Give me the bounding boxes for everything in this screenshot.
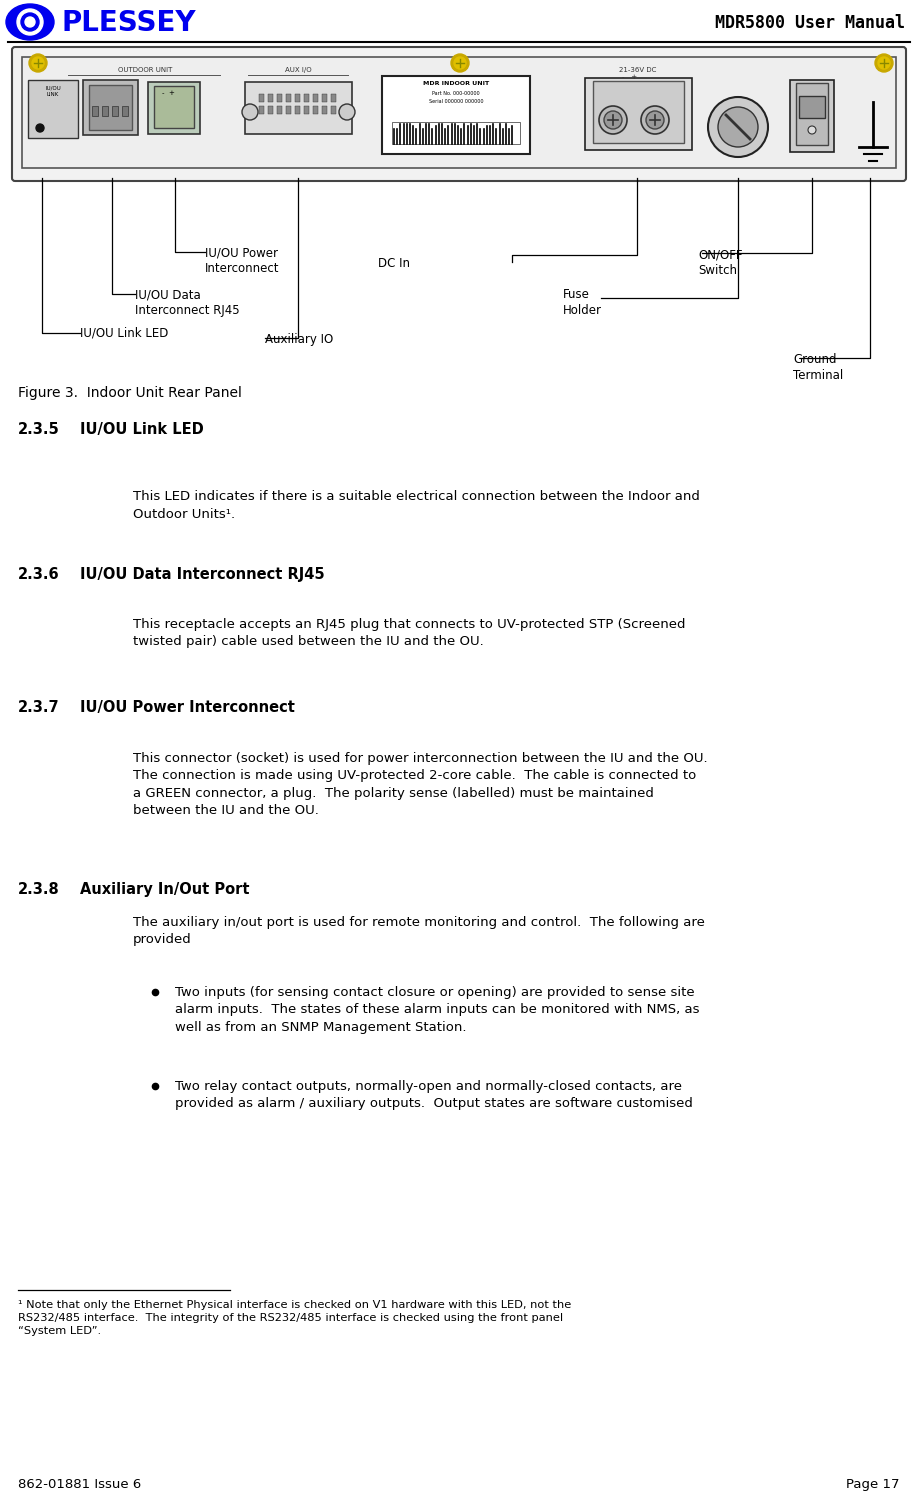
Text: 2.3.8: 2.3.8 xyxy=(18,882,60,897)
Bar xyxy=(286,106,291,114)
Bar xyxy=(585,78,692,150)
Circle shape xyxy=(708,97,768,157)
Circle shape xyxy=(339,105,355,120)
Bar xyxy=(28,81,78,138)
Text: DC In: DC In xyxy=(378,257,410,271)
Bar xyxy=(268,106,273,114)
Text: 862-01881 Issue 6: 862-01881 Issue 6 xyxy=(18,1479,141,1491)
Bar xyxy=(112,106,118,117)
Text: 2.3.5: 2.3.5 xyxy=(18,422,60,437)
Bar xyxy=(22,57,896,167)
Bar xyxy=(304,94,309,102)
Text: -  +: - + xyxy=(162,90,174,96)
Text: 2.3.7: 2.3.7 xyxy=(18,700,60,715)
Text: IU/OU Link LED: IU/OU Link LED xyxy=(80,422,204,437)
Text: Page 17: Page 17 xyxy=(846,1479,900,1491)
Circle shape xyxy=(808,126,816,135)
Text: Ground
Terminal: Ground Terminal xyxy=(793,353,844,383)
Bar xyxy=(83,81,138,135)
Bar xyxy=(790,81,834,152)
Circle shape xyxy=(599,106,627,135)
Bar xyxy=(331,94,336,102)
Circle shape xyxy=(29,54,47,72)
Bar xyxy=(392,123,520,144)
Text: LINK: LINK xyxy=(47,93,59,97)
Text: Two relay contact outputs, normally-open and normally-closed contacts, are
provi: Two relay contact outputs, normally-open… xyxy=(175,1079,693,1111)
Bar xyxy=(382,76,530,154)
Circle shape xyxy=(242,105,258,120)
Text: IU/OU Data Interconnect RJ45: IU/OU Data Interconnect RJ45 xyxy=(80,567,325,582)
Circle shape xyxy=(878,57,890,69)
Text: MDR INDOOR UNIT: MDR INDOOR UNIT xyxy=(423,81,489,87)
Bar xyxy=(259,106,264,114)
Circle shape xyxy=(25,16,35,27)
Bar xyxy=(286,94,291,102)
Text: MDR5800 User Manual: MDR5800 User Manual xyxy=(715,13,905,31)
Circle shape xyxy=(718,108,758,147)
Text: PLESSEY: PLESSEY xyxy=(62,9,196,37)
Circle shape xyxy=(641,106,669,135)
Text: Fuse
Holder: Fuse Holder xyxy=(563,289,602,317)
Bar xyxy=(796,84,828,145)
Text: This connector (socket) is used for power interconnection between the IU and the: This connector (socket) is used for powe… xyxy=(133,752,708,818)
Bar xyxy=(322,106,327,114)
Bar xyxy=(799,96,825,118)
Text: The auxiliary in/out port is used for remote monitoring and control.  The follow: The auxiliary in/out port is used for re… xyxy=(133,916,705,946)
Text: Part No. 000-00000: Part No. 000-00000 xyxy=(432,91,480,96)
Text: ¹ Note that only the Ethernet Physical interface is checked on V1 hardware with : ¹ Note that only the Ethernet Physical i… xyxy=(18,1301,571,1337)
Bar xyxy=(92,106,98,117)
Bar xyxy=(295,94,300,102)
Bar xyxy=(322,94,327,102)
Text: 2.3.6: 2.3.6 xyxy=(18,567,60,582)
Text: 21-36V DC: 21-36V DC xyxy=(620,67,656,73)
Text: AUX I/O: AUX I/O xyxy=(285,67,311,73)
Circle shape xyxy=(875,54,893,72)
Bar xyxy=(313,94,318,102)
Text: This LED indicates if there is a suitable electrical connection between the Indo: This LED indicates if there is a suitabl… xyxy=(133,490,700,520)
FancyBboxPatch shape xyxy=(12,46,906,181)
Circle shape xyxy=(451,54,469,72)
Text: Two inputs (for sensing contact closure or opening) are provided to sense site
a: Two inputs (for sensing contact closure … xyxy=(175,987,700,1035)
Circle shape xyxy=(646,111,664,129)
Bar xyxy=(277,94,282,102)
Text: IU/OU Data
Interconnect RJ45: IU/OU Data Interconnect RJ45 xyxy=(135,289,240,317)
Bar xyxy=(295,106,300,114)
Circle shape xyxy=(36,124,44,132)
Bar xyxy=(313,106,318,114)
Bar xyxy=(245,82,352,135)
Text: Auxiliary IO: Auxiliary IO xyxy=(265,333,333,345)
Text: IU/OU Power Interconnect: IU/OU Power Interconnect xyxy=(80,700,295,715)
Bar xyxy=(304,106,309,114)
Text: Figure 3.  Indoor Unit Rear Panel: Figure 3. Indoor Unit Rear Panel xyxy=(18,386,241,401)
Text: -   +: - + xyxy=(622,73,638,81)
Bar xyxy=(259,94,264,102)
Bar xyxy=(331,106,336,114)
Circle shape xyxy=(21,13,39,31)
Bar xyxy=(102,106,108,117)
Circle shape xyxy=(32,57,44,69)
Text: ON/OFF
Switch: ON/OFF Switch xyxy=(698,248,743,277)
Bar xyxy=(268,94,273,102)
Text: Serial 000000 000000: Serial 000000 000000 xyxy=(429,99,483,105)
Bar xyxy=(593,81,684,144)
Bar xyxy=(154,87,194,129)
Text: IU/OU Link LED: IU/OU Link LED xyxy=(80,327,168,339)
Ellipse shape xyxy=(6,4,54,40)
Bar xyxy=(148,82,200,135)
Circle shape xyxy=(604,111,622,129)
Circle shape xyxy=(17,9,43,34)
Text: This receptacle accepts an RJ45 plug that connects to UV-protected STP (Screened: This receptacle accepts an RJ45 plug tha… xyxy=(133,617,686,649)
Text: IU/OU Power
Interconnect: IU/OU Power Interconnect xyxy=(205,247,279,275)
Bar xyxy=(122,106,128,117)
Bar xyxy=(277,106,282,114)
Text: OUTDOOR UNIT: OUTDOOR UNIT xyxy=(118,67,173,73)
Circle shape xyxy=(454,57,466,69)
Bar xyxy=(89,85,132,130)
Text: Auxiliary In/Out Port: Auxiliary In/Out Port xyxy=(80,882,250,897)
Text: IU/OU: IU/OU xyxy=(45,85,61,90)
